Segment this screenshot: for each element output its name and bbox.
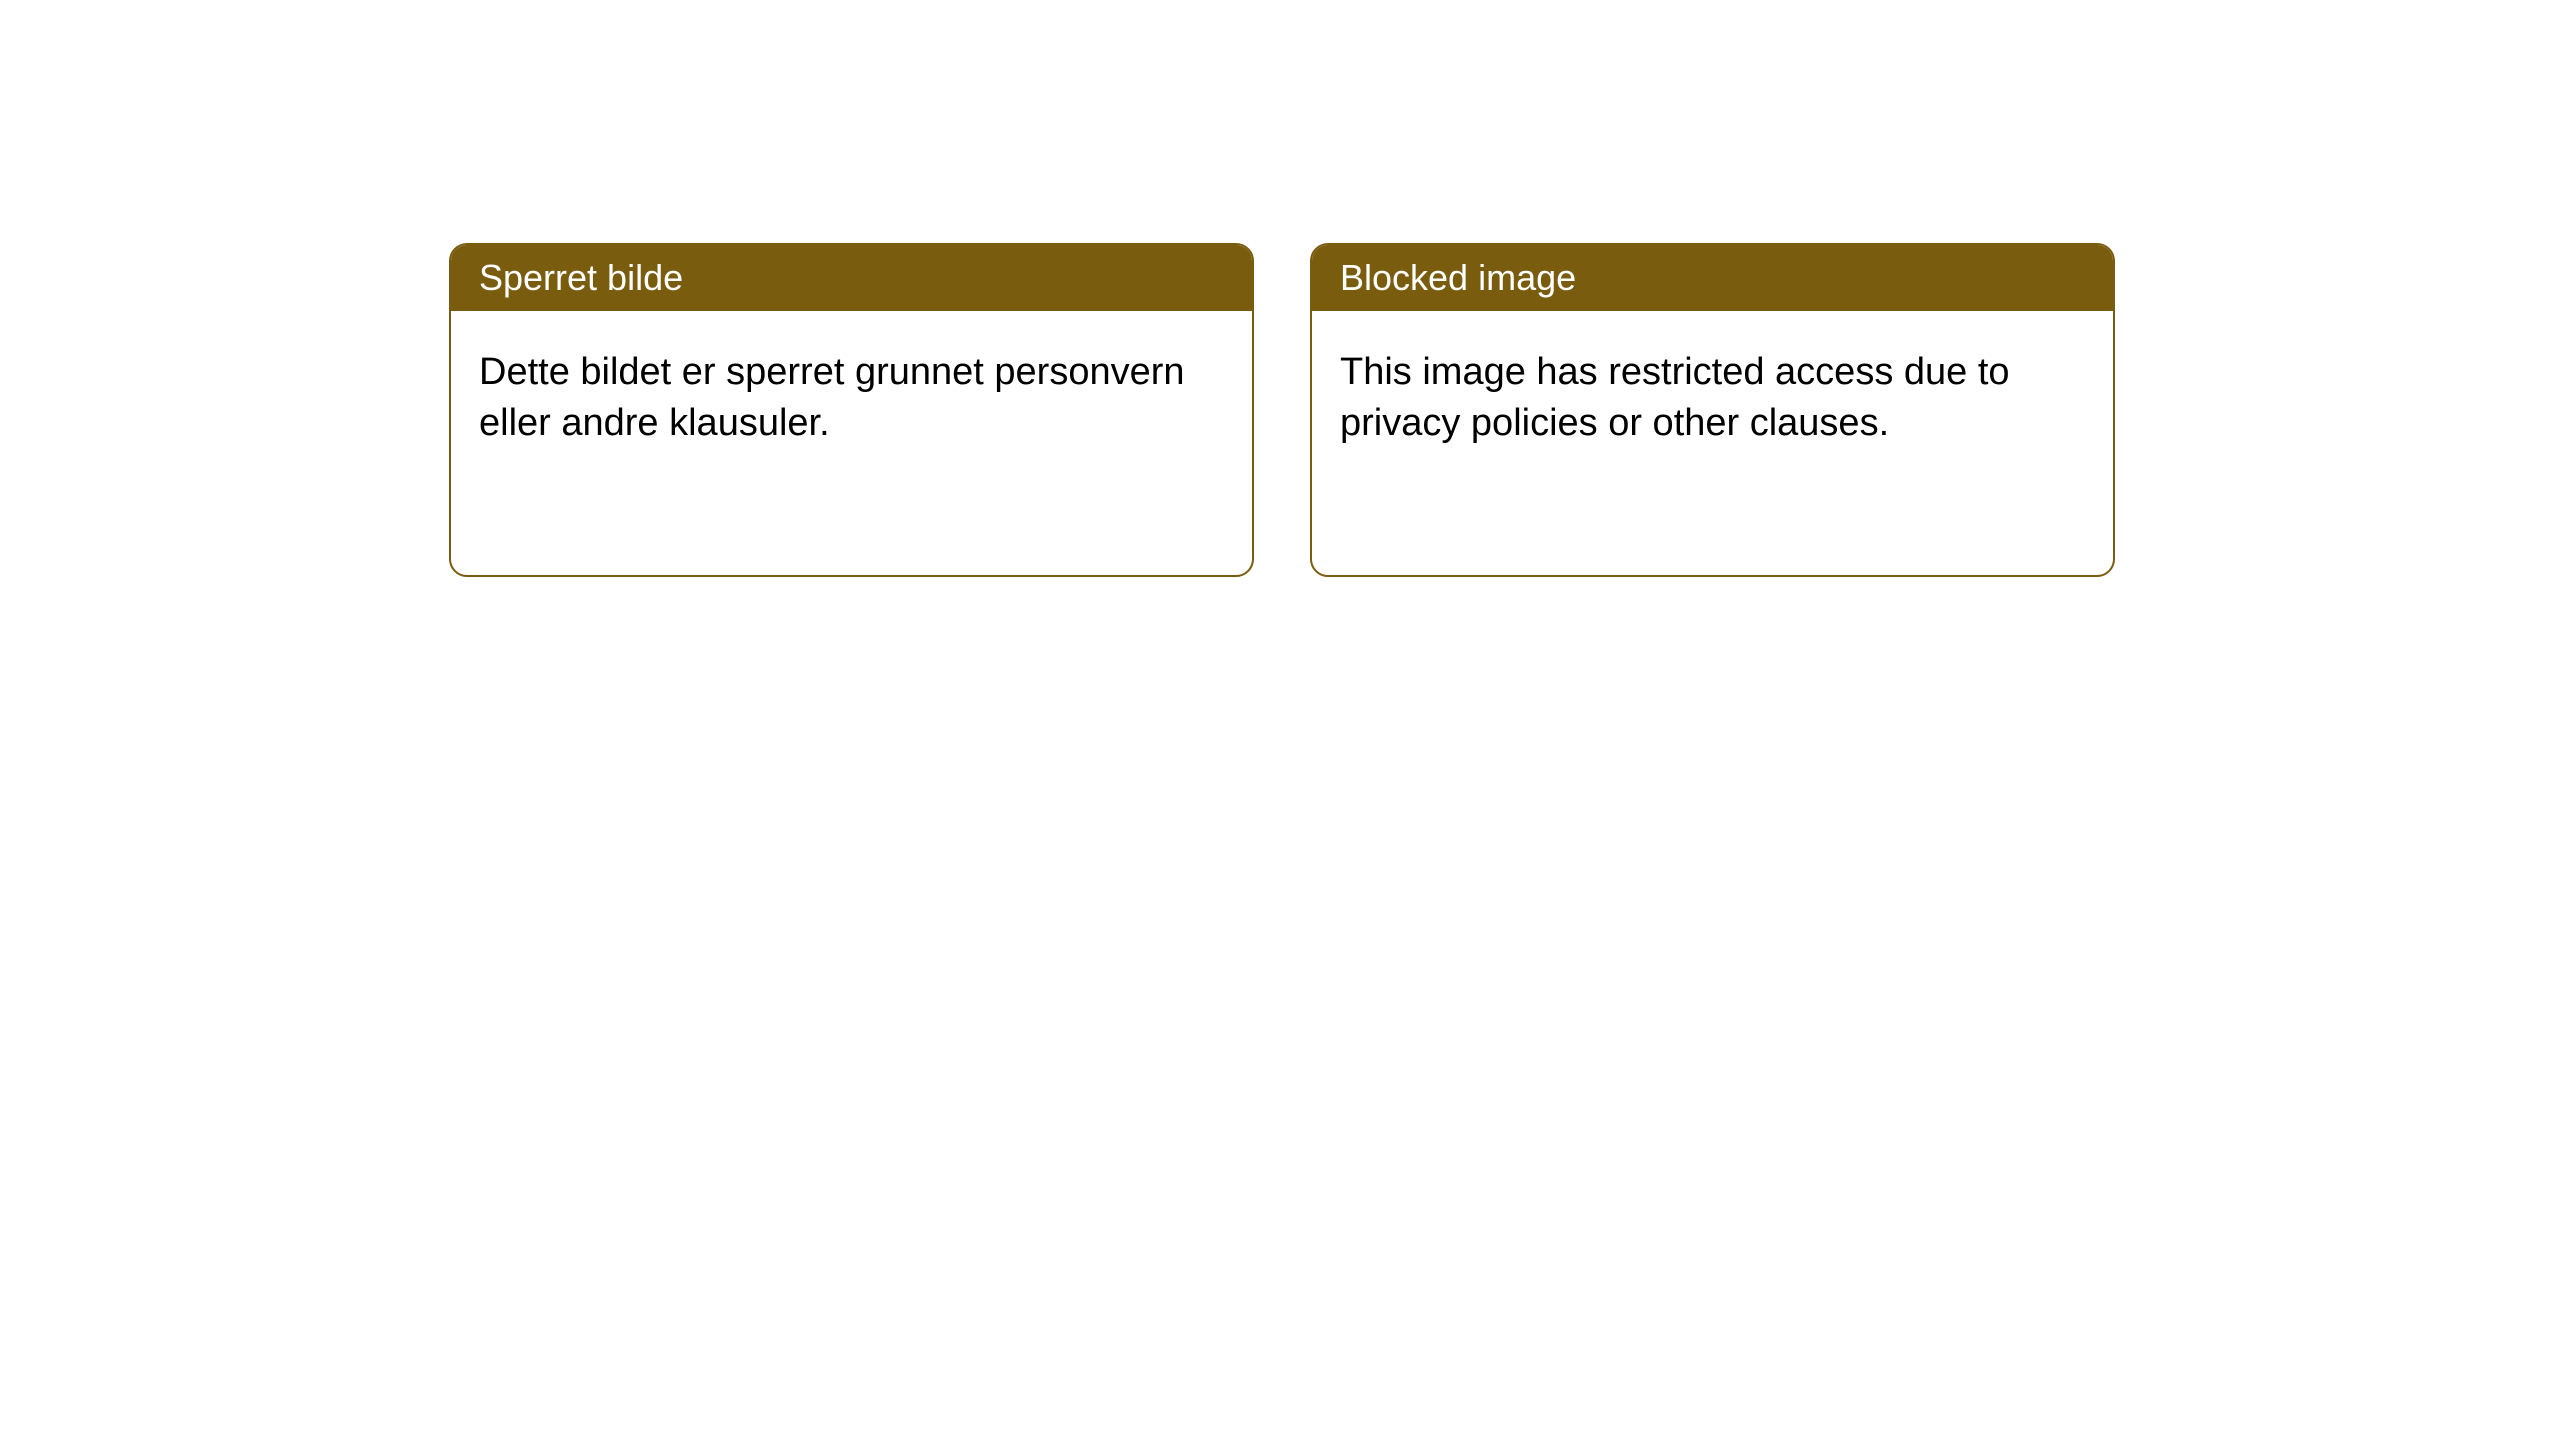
card-body: Dette bildet er sperret grunnet personve… [451,311,1252,486]
notice-card-norwegian: Sperret bilde Dette bildet er sperret gr… [449,243,1254,577]
card-header: Sperret bilde [451,245,1252,311]
notice-container: Sperret bilde Dette bildet er sperret gr… [0,0,2560,577]
card-body-text: Dette bildet er sperret grunnet personve… [479,351,1185,444]
notice-card-english: Blocked image This image has restricted … [1310,243,2115,577]
card-body: This image has restricted access due to … [1312,311,2113,486]
card-header: Blocked image [1312,245,2113,311]
card-body-text: This image has restricted access due to … [1340,351,2010,444]
card-title: Sperret bilde [479,257,683,298]
card-title: Blocked image [1340,257,1576,298]
